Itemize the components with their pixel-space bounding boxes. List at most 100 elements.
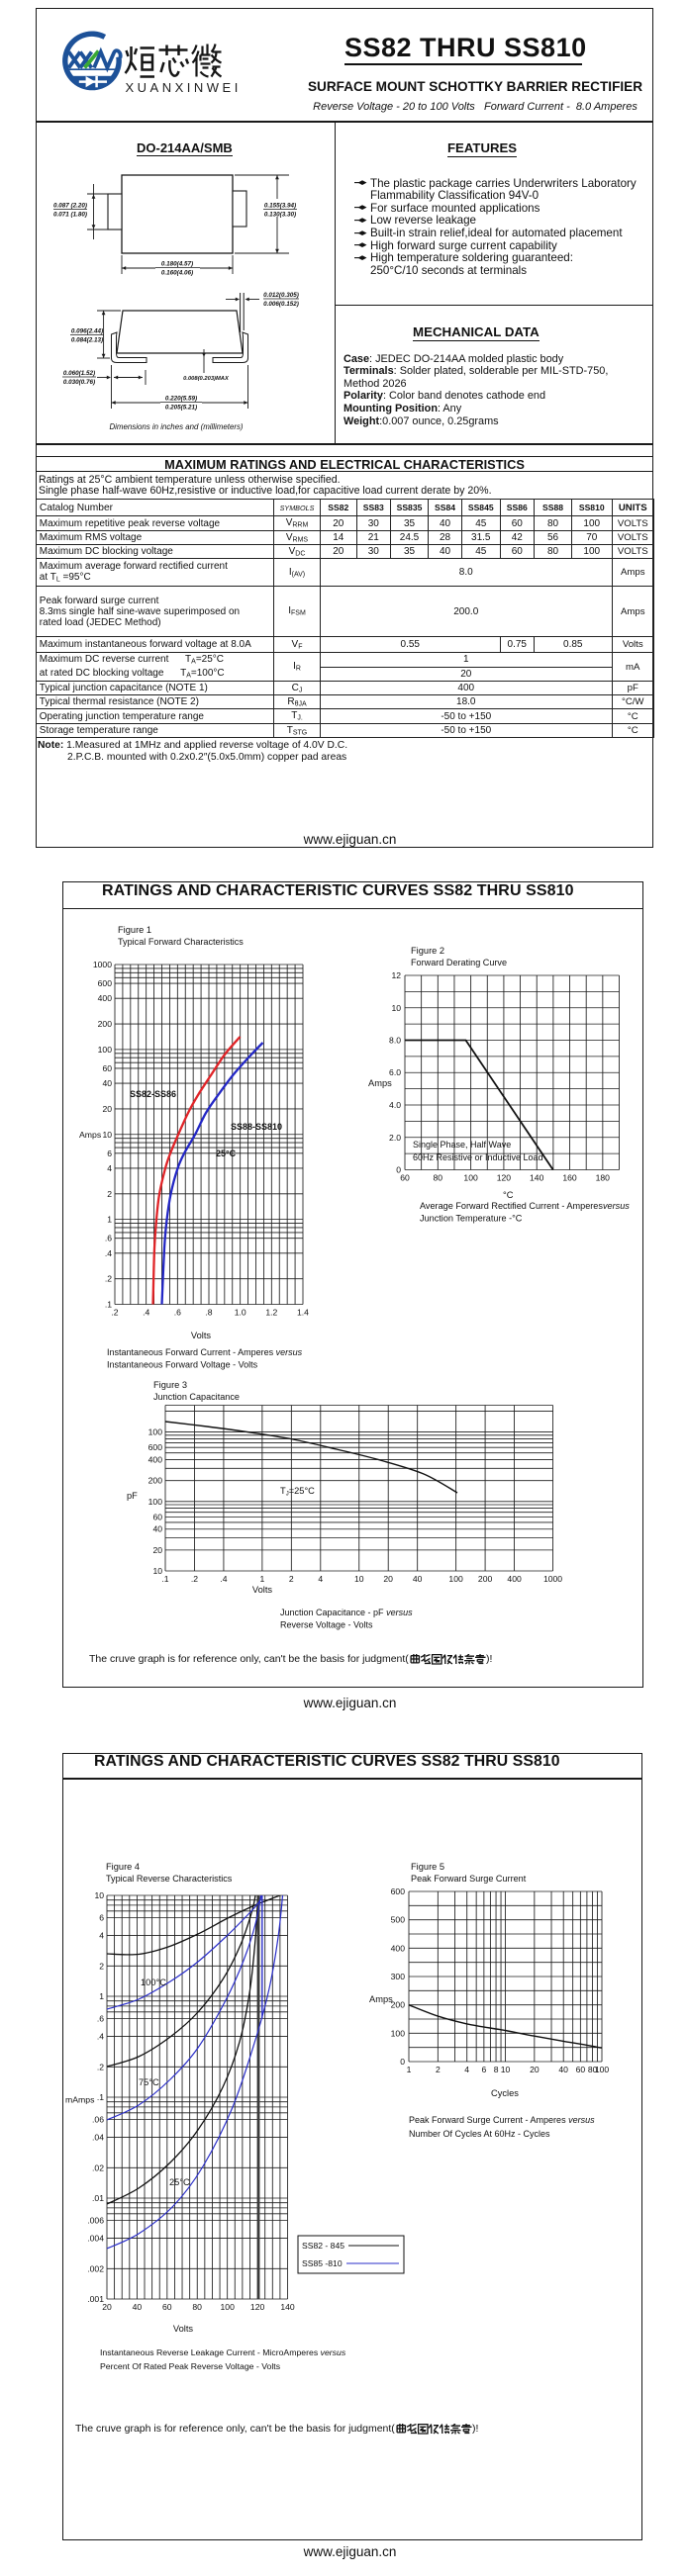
svg-text:2: 2 bbox=[436, 2065, 441, 2074]
svg-text:4.0: 4.0 bbox=[389, 1100, 401, 1110]
svg-text:8: 8 bbox=[494, 2065, 499, 2074]
svg-text:Junction Capacitance: Junction Capacitance bbox=[153, 1392, 240, 1402]
svg-text:.001: .001 bbox=[87, 2294, 104, 2304]
svg-text:25°C: 25°C bbox=[216, 1149, 237, 1158]
svg-text:20: 20 bbox=[383, 1574, 393, 1584]
svg-text:Volts: Volts bbox=[191, 1331, 212, 1340]
svg-text:Figure 4: Figure 4 bbox=[106, 1862, 140, 1872]
svg-text:100: 100 bbox=[148, 1497, 163, 1507]
svg-text:10: 10 bbox=[391, 1003, 401, 1013]
svg-text:TJ=25°C: TJ=25°C bbox=[280, 1486, 315, 1498]
svg-text:Amps: Amps bbox=[368, 1078, 392, 1088]
svg-text:Figure 5: Figure 5 bbox=[411, 1862, 444, 1872]
svg-text:10: 10 bbox=[102, 1130, 112, 1140]
svg-text:Typical Forward Characteristic: Typical Forward Characteristics bbox=[118, 937, 244, 947]
svg-text:300: 300 bbox=[391, 1972, 406, 1981]
svg-text:.04: .04 bbox=[92, 2133, 104, 2143]
svg-text:0.060(1.52): 0.060(1.52) bbox=[63, 370, 95, 377]
svg-text:0.096(2.44): 0.096(2.44) bbox=[71, 328, 103, 335]
svg-text:60: 60 bbox=[400, 1173, 410, 1183]
svg-text:120: 120 bbox=[497, 1173, 512, 1183]
svg-text:Volts: Volts bbox=[173, 2324, 194, 2334]
svg-text:Amps: Amps bbox=[79, 1130, 102, 1140]
svg-text:.2: .2 bbox=[111, 1308, 118, 1318]
svg-text:600: 600 bbox=[391, 1886, 406, 1896]
svg-text:Forward Derating Curve: Forward Derating Curve bbox=[411, 958, 507, 967]
svg-text:Average Forward Rectified Curr: Average Forward Rectified Current - Ampe… bbox=[420, 1201, 630, 1211]
svg-text:1.4: 1.4 bbox=[297, 1308, 309, 1318]
svg-text:200: 200 bbox=[148, 1476, 163, 1486]
svg-text:Amps: Amps bbox=[369, 1994, 393, 2004]
svg-text:.1: .1 bbox=[105, 1300, 112, 1310]
svg-text:SS82-SS86: SS82-SS86 bbox=[130, 1089, 176, 1099]
svg-text:.06: .06 bbox=[92, 2115, 104, 2125]
svg-text:75°C: 75°C bbox=[139, 2077, 159, 2087]
svg-text:10: 10 bbox=[152, 1566, 162, 1576]
svg-text:1.2: 1.2 bbox=[265, 1308, 277, 1318]
svg-text:100: 100 bbox=[391, 2028, 406, 2038]
svg-text:Reverse Voltage - Volts: Reverse Voltage - Volts bbox=[280, 1620, 373, 1630]
svg-text:Peak Forward Surge Current - A: Peak Forward Surge Current - Amperes ver… bbox=[409, 2115, 595, 2125]
svg-text:.4: .4 bbox=[105, 1248, 112, 1258]
svg-text:400: 400 bbox=[148, 1455, 163, 1465]
svg-text:6: 6 bbox=[99, 1913, 104, 1923]
svg-text:12: 12 bbox=[391, 970, 401, 980]
svg-text:60: 60 bbox=[162, 2302, 172, 2312]
svg-text:80: 80 bbox=[192, 2302, 202, 2312]
svg-text:100: 100 bbox=[448, 1574, 463, 1584]
svg-text:Figure 2: Figure 2 bbox=[411, 946, 444, 956]
svg-text:Peak Forward Surge Current: Peak Forward Surge Current bbox=[411, 1874, 527, 1884]
svg-text:6: 6 bbox=[107, 1149, 112, 1158]
svg-text:400: 400 bbox=[507, 1574, 522, 1584]
svg-text:1: 1 bbox=[107, 1215, 112, 1225]
svg-text:Dimensions in inches and (mill: Dimensions in inches and (millimeters) bbox=[109, 422, 243, 431]
svg-text:Junction Temperature -°C: Junction Temperature -°C bbox=[420, 1214, 523, 1224]
svg-text:600: 600 bbox=[148, 1442, 163, 1452]
svg-text:.004: .004 bbox=[87, 2234, 104, 2244]
svg-text:80: 80 bbox=[434, 1173, 443, 1183]
svg-text:10: 10 bbox=[94, 1890, 104, 1900]
svg-text:120: 120 bbox=[250, 2302, 265, 2312]
svg-text:SS82 - 845: SS82 - 845 bbox=[302, 2241, 344, 2251]
svg-text:1: 1 bbox=[99, 1991, 104, 2001]
svg-text:60Hz Resistive or Inductive Lo: 60Hz Resistive or Inductive Load bbox=[413, 1152, 543, 1162]
svg-text:8.0: 8.0 bbox=[389, 1036, 401, 1046]
svg-text:0.084(2.13): 0.084(2.13) bbox=[71, 337, 103, 344]
svg-text:.8: .8 bbox=[205, 1308, 212, 1318]
svg-text:600: 600 bbox=[98, 978, 113, 988]
svg-text:0.180(4.57): 0.180(4.57) bbox=[161, 261, 193, 268]
svg-text:40: 40 bbox=[133, 2302, 143, 2312]
svg-text:0: 0 bbox=[400, 2057, 405, 2067]
svg-text:100: 100 bbox=[98, 1045, 113, 1055]
svg-text:.002: .002 bbox=[87, 2263, 104, 2273]
svg-text:160: 160 bbox=[562, 1173, 577, 1183]
svg-text:0.155(3.94): 0.155(3.94) bbox=[264, 203, 296, 210]
svg-text:.6: .6 bbox=[105, 1234, 112, 1243]
svg-text:0.160(4.06): 0.160(4.06) bbox=[161, 270, 193, 277]
svg-text:Junction Capacitance - pF vers: Junction Capacitance - pF versus bbox=[280, 1608, 413, 1617]
svg-text:Cycles: Cycles bbox=[491, 2088, 519, 2098]
svg-text:0: 0 bbox=[396, 1165, 401, 1175]
svg-text:100: 100 bbox=[221, 2302, 236, 2312]
svg-text:40: 40 bbox=[102, 1078, 112, 1088]
svg-text:20: 20 bbox=[530, 2065, 540, 2074]
svg-text:1000: 1000 bbox=[543, 1574, 562, 1584]
svg-text:2: 2 bbox=[107, 1189, 112, 1199]
svg-text:200: 200 bbox=[478, 1574, 493, 1584]
svg-text:.6: .6 bbox=[97, 2014, 104, 2024]
svg-text:Percent Of Rated Peak Reverse: Percent Of Rated Peak Reverse Voltage - … bbox=[100, 2361, 281, 2371]
svg-text:1: 1 bbox=[260, 1574, 265, 1584]
svg-text:.1: .1 bbox=[97, 2092, 104, 2102]
svg-text:6: 6 bbox=[482, 2065, 487, 2074]
svg-text:10: 10 bbox=[501, 2065, 511, 2074]
svg-text:2: 2 bbox=[289, 1574, 294, 1584]
svg-text:Instantaneous Reverse Leakage: Instantaneous Reverse Leakage Current - … bbox=[100, 2347, 346, 2357]
svg-text:.01: .01 bbox=[92, 2193, 104, 2203]
svg-text:400: 400 bbox=[391, 1943, 406, 1953]
svg-text:Figure 3: Figure 3 bbox=[153, 1380, 187, 1390]
svg-text:80: 80 bbox=[588, 2065, 598, 2074]
svg-text:SS85 -810: SS85 -810 bbox=[302, 2258, 343, 2268]
svg-text:0.130(3.30): 0.130(3.30) bbox=[264, 212, 296, 219]
svg-text:40: 40 bbox=[152, 1524, 162, 1534]
svg-text:1: 1 bbox=[407, 2065, 412, 2074]
